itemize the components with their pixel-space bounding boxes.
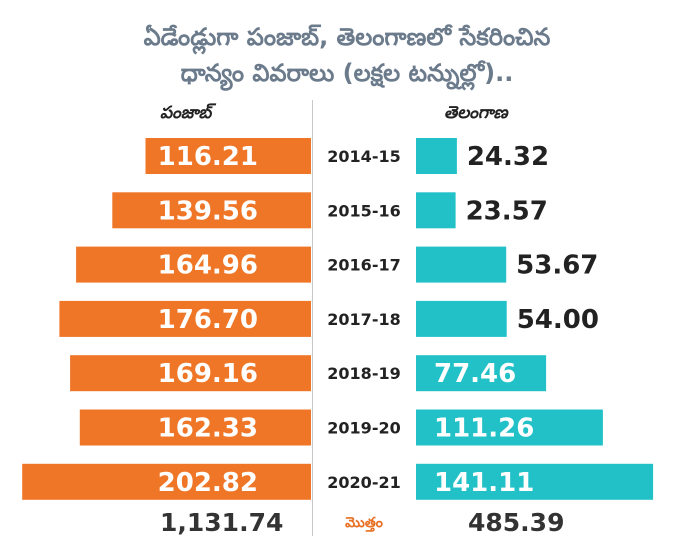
year-label: 2017-18 [327,310,400,329]
punjab-bar-2019-20 [79,409,311,446]
telangana-bar-2017-18 [416,300,507,337]
center-divider [312,100,313,536]
telangana-value-label: 77.46 [434,359,516,389]
telangana-bar-2015-16 [416,192,456,229]
telangana-value-label: 24.32 [467,142,549,172]
year-label: 2019-20 [327,419,400,438]
punjab-bar-2015-16 [112,192,311,229]
punjab-bar-2020-21 [22,463,311,500]
punjab-bar-2016-17 [76,246,311,283]
telangana-value-label: 53.67 [516,251,598,281]
year-label: 2020-21 [327,473,400,492]
telangana-bar-2020-21 [416,463,654,500]
chart-title-line1: ఏడేండ్లుగా పంజాబ్, తెలంగాణలో సేకరించిన [143,23,551,51]
punjab-value-label: 169.16 [158,359,258,389]
year-label: 2016-17 [327,256,400,275]
year-label: 2015-16 [327,201,400,220]
punjab-value-label: 164.96 [158,251,258,281]
total-label: మొత్తం [345,515,383,531]
punjab-value-label: 116.21 [158,142,258,172]
telangana-value-label: 54.00 [517,305,599,335]
punjab-bar-2018-19 [70,355,311,392]
punjab-value-label: 162.33 [158,414,258,444]
telangana-value-label: 23.57 [466,196,548,226]
punjab-value-label: 202.82 [158,468,258,498]
chart-title-line2: ధాన్యం వివరాలు (లక్షల టన్నుల్లో).. [180,59,514,87]
punjab-bar-2014-15 [145,138,311,174]
telangana-bar-2019-20 [416,409,603,446]
telangana-series-header: తెలంగాణ [444,103,508,123]
telangana-bar-2018-19 [416,355,547,392]
telangana-total: 485.39 [468,508,565,537]
year-label: 2014-15 [327,147,400,166]
punjab-total: 1,131.74 [160,508,284,537]
year-label: 2018-19 [327,364,400,383]
telangana-bar-2014-15 [416,138,457,174]
telangana-bar-2016-17 [416,246,507,283]
punjab-value-label: 176.70 [158,305,258,335]
punjab-value-label: 139.56 [158,196,258,226]
telangana-value-label: 141.11 [434,468,534,498]
punjab-series-header: పంజాబ్ [160,103,212,123]
punjab-bar-2017-18 [59,300,312,337]
telangana-value-label: 111.26 [434,414,534,444]
